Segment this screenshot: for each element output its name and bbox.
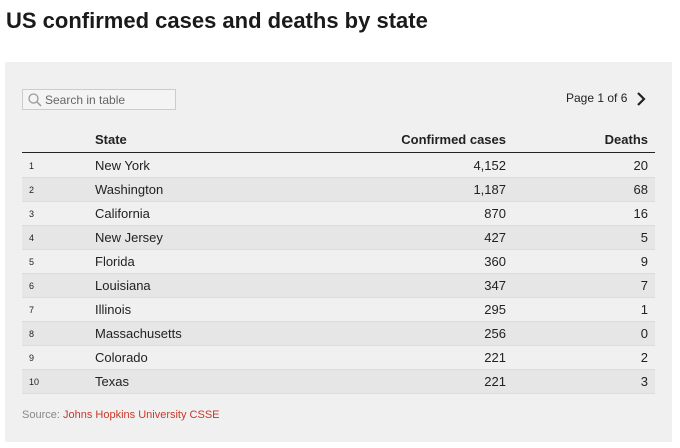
cell: 7 — [29, 305, 35, 315]
pagination: Page 1 of 6 — [566, 91, 628, 105]
column-header: Deaths — [604, 132, 648, 147]
cell: 8 — [29, 329, 35, 339]
cell: 3 — [29, 209, 35, 219]
cell: 7 — [640, 278, 648, 293]
cell: California — [95, 206, 150, 221]
cell: 5 — [29, 257, 35, 267]
source: Source: Johns Hopkins University CSSE — [22, 409, 220, 421]
cell: New Jersey — [95, 230, 163, 245]
cell: 2 — [29, 185, 35, 195]
cell: New York — [95, 158, 150, 173]
table-row: 2 Washington 1,187 68 — [22, 178, 655, 202]
cell: 0 — [640, 326, 648, 341]
cell: Florida — [95, 254, 135, 269]
cell: 427 — [484, 230, 506, 245]
search-box[interactable] — [22, 89, 176, 110]
cell: 6 — [29, 281, 35, 291]
cell: 360 — [484, 254, 506, 269]
source-link[interactable]: Johns Hopkins University CSSE — [62, 409, 220, 421]
cell: 221 — [484, 350, 506, 365]
table-row: 1 New York 4,152 20 — [22, 154, 655, 178]
cell: 1,187 — [473, 182, 506, 197]
table-row: 4 New Jersey 427 5 — [22, 226, 655, 250]
cell: 221 — [484, 374, 506, 389]
table-row: 5 Florida 360 9 — [22, 250, 655, 274]
column-header: Confirmed cases — [401, 132, 506, 147]
cell: Texas — [95, 374, 129, 389]
cell: 4 — [29, 233, 35, 243]
cell: 20 — [633, 158, 648, 173]
search-icon — [28, 93, 42, 107]
cell: Washington — [95, 182, 164, 197]
cell: Louisiana — [95, 278, 151, 293]
title: US confirmed cases and deaths by state — [6, 8, 428, 33]
source-label: Source: — [22, 409, 60, 421]
cell: 5 — [640, 230, 648, 245]
cell: 347 — [484, 278, 506, 293]
cell: Colorado — [95, 350, 148, 365]
next-page[interactable] — [634, 90, 648, 108]
table-row: 8 Massachusetts 256 0 — [22, 322, 655, 346]
cell: 256 — [484, 326, 506, 341]
cell: 3 — [640, 374, 648, 389]
table-row: 6 Louisiana 347 7 — [22, 274, 655, 298]
cell: 2 — [640, 350, 648, 365]
table-row: 10 Texas 221 3 — [22, 370, 655, 394]
table-row: 3 California 870 16 — [22, 202, 655, 226]
cell: 16 — [633, 206, 648, 221]
header-row: State Confirmed cases Deaths — [22, 128, 655, 153]
cell: 9 — [29, 353, 35, 363]
search-placeholder: Search in table — [45, 93, 126, 107]
cell: 1 — [640, 302, 648, 317]
cell: 9 — [640, 254, 648, 269]
table-row: 9 Colorado 221 2 — [22, 346, 655, 370]
cell: 4,152 — [473, 158, 506, 173]
cell: 1 — [29, 161, 35, 171]
cell: 10 — [29, 377, 40, 387]
cell: 295 — [484, 302, 506, 317]
table-row: 7 Illinois 295 1 — [22, 298, 655, 322]
cell: 68 — [633, 182, 648, 197]
cell: Massachusetts — [95, 326, 182, 341]
column-header: State — [95, 132, 127, 147]
cell: 870 — [484, 206, 506, 221]
cell: Illinois — [95, 302, 132, 317]
